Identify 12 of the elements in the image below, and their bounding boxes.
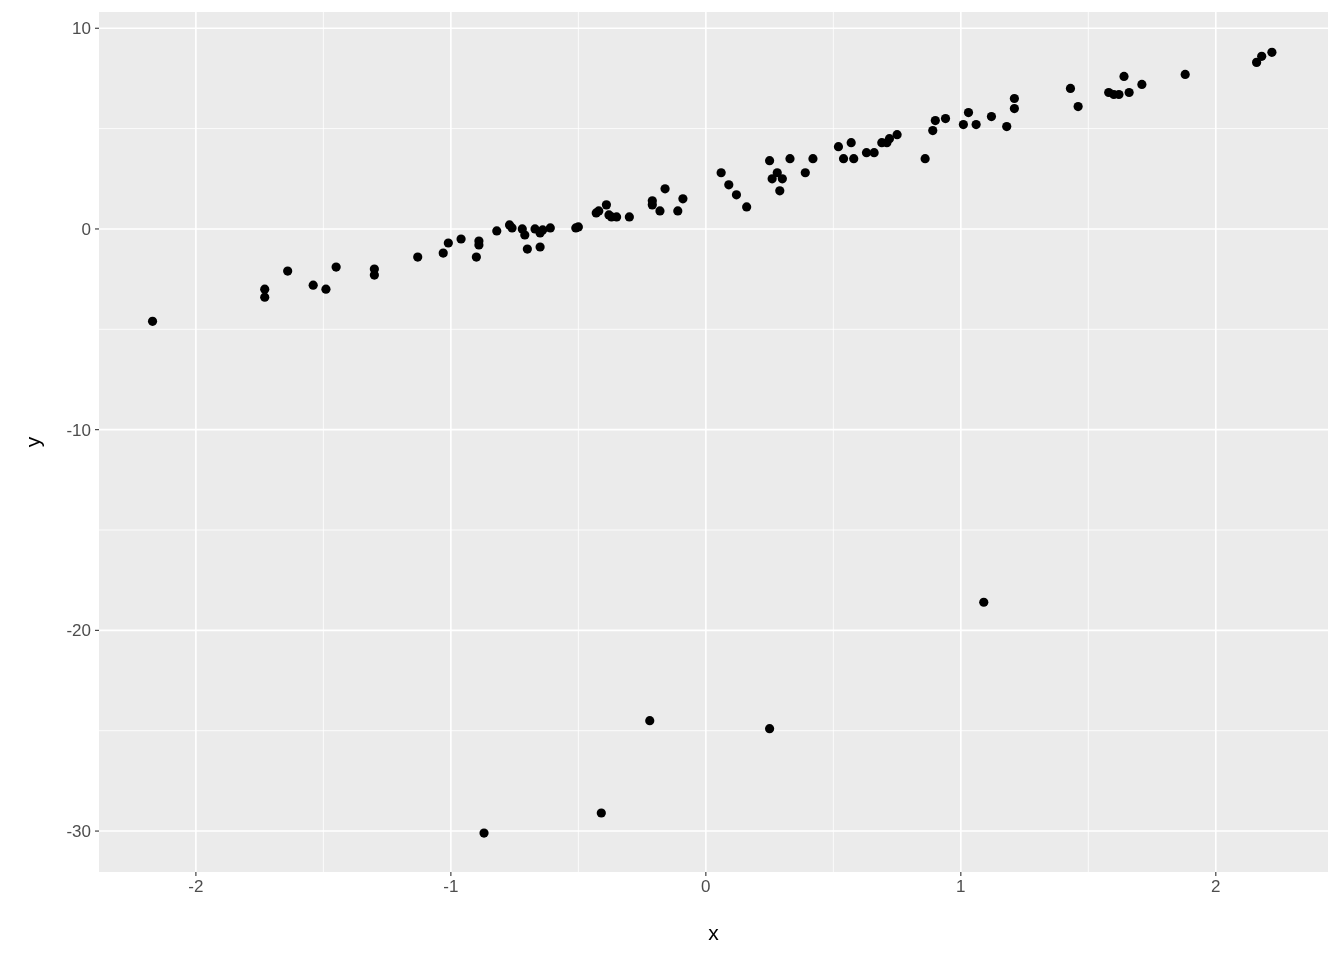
x-tick-label: 0: [701, 877, 711, 896]
x-axis-title: x: [708, 921, 720, 944]
y-tick-label: -30: [66, 822, 91, 842]
y-tick-label: 10: [72, 19, 91, 39]
x-tick-label: 1: [956, 877, 966, 896]
x-tick-label: -2: [188, 877, 204, 896]
x-tick-label: -1: [443, 877, 459, 896]
x-tick-label: 2: [1211, 877, 1221, 896]
y-tick-label: -10: [66, 420, 91, 440]
y-tick-label: -20: [66, 621, 91, 641]
y-tick-label: 0: [81, 219, 91, 239]
y-axis-title: y: [21, 436, 44, 448]
